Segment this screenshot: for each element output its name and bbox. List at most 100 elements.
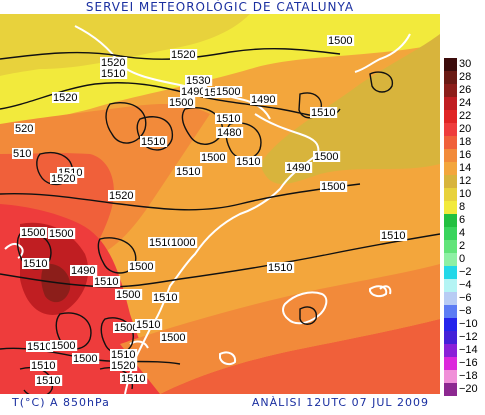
legend-entry: −18	[444, 370, 484, 383]
isobar-label-bg	[215, 113, 243, 124]
isobar-label-bg	[70, 265, 98, 276]
legend-entry: 24	[444, 97, 484, 110]
legend-entry: 28	[444, 71, 484, 84]
isobar-label-bg	[48, 228, 76, 239]
legend-label: 24	[459, 97, 472, 109]
isobar-label-bg	[100, 57, 128, 68]
isobar-label-bg	[100, 68, 128, 79]
isobar-label: 1500	[216, 86, 240, 98]
isobar-label: 1500	[73, 353, 97, 365]
isobar-label-bg	[250, 94, 278, 105]
legend-entry: 26	[444, 84, 484, 97]
legend-label: 22	[459, 110, 472, 122]
isobar-label: 1520	[53, 92, 77, 104]
legend-label: 28	[459, 71, 472, 83]
legend-entry: −8	[444, 305, 484, 318]
isobar-label: 1500	[114, 322, 138, 334]
island-menorca	[369, 285, 388, 298]
isobar-label: 1520	[111, 360, 135, 372]
isobar-label-bg	[26, 341, 54, 352]
isobar-label-bg	[170, 237, 198, 248]
legend-swatch	[444, 383, 457, 396]
legend-label: −14	[459, 344, 478, 356]
isobar-label-bg	[128, 261, 156, 272]
isobar-label-bg	[108, 190, 136, 201]
legend-swatch	[444, 123, 457, 136]
legend-swatch	[444, 162, 457, 175]
legend-label: 6	[459, 214, 466, 226]
legend-entry: 20	[444, 123, 484, 136]
isobar-label: 1510	[23, 258, 47, 270]
legend-swatch	[444, 227, 457, 240]
legend-swatch	[444, 318, 457, 331]
isobar-labels: 1520150015201510152015301490150015101500…	[12, 35, 408, 387]
isobar-label: 1490	[181, 86, 205, 98]
isobar-label-bg	[50, 340, 78, 351]
temp-band-18-south	[160, 319, 440, 394]
isobar-label: 1510	[101, 68, 125, 80]
isobar-label-bg	[285, 162, 313, 173]
legend-swatch	[444, 240, 457, 253]
isobar-label-bg	[180, 86, 208, 97]
isobar-label-bg	[320, 181, 348, 192]
island-mallorca	[282, 291, 328, 325]
legend-swatch	[444, 305, 457, 318]
legend-entry: 16	[444, 149, 484, 162]
isobar-label-bg	[22, 258, 50, 269]
isobar-label-bg	[215, 86, 243, 97]
legend-swatch	[444, 331, 457, 344]
isobar-label: 1510	[311, 107, 335, 119]
isobar-label: 510	[13, 148, 31, 160]
legend-label: 20	[459, 123, 472, 135]
isobar-label-bg	[327, 35, 355, 46]
isobar-label-bg	[113, 322, 141, 333]
temp-band-16-south	[120, 264, 440, 394]
legend-entry: 6	[444, 214, 484, 227]
isobar-label-bg	[50, 173, 78, 184]
isobar-label: 1510	[141, 136, 165, 148]
legend-entry: −10	[444, 318, 484, 331]
legend-swatch	[444, 279, 457, 292]
isobar-label-bg	[235, 156, 263, 167]
legend-swatch	[444, 188, 457, 201]
legend-label: −12	[459, 331, 478, 343]
isobar-label: 1500	[321, 181, 345, 193]
isobar-label-bg	[52, 92, 80, 103]
isobar-label-bg	[110, 360, 138, 371]
isobar-label: 1510	[94, 276, 118, 288]
isobar-label-bg	[175, 166, 203, 177]
legend-entry: 10	[444, 188, 484, 201]
isobar-label: 1490	[71, 265, 95, 277]
legend-swatch	[444, 136, 457, 149]
isobar-label-bg	[115, 289, 143, 300]
legend-entry: −14	[444, 344, 484, 357]
isobar-label-bg	[168, 97, 196, 108]
isobar-label-bg	[140, 136, 168, 147]
isobar-label: 1520	[109, 190, 133, 202]
isobar-label: 1500	[129, 261, 153, 273]
isobar-label-bg	[135, 319, 163, 330]
isobar-label-bg	[20, 227, 48, 238]
isobar-label: 1520	[171, 49, 195, 61]
legend-swatch	[444, 253, 457, 266]
legend-label: −16	[459, 357, 478, 369]
legend-label: 14	[459, 162, 472, 174]
legend-label: 18	[459, 136, 472, 148]
isobar-label: 1000	[171, 237, 195, 249]
legend-label: 8	[459, 201, 466, 213]
isobar-label-bg	[110, 349, 138, 360]
isobar-label: 1510	[149, 237, 173, 249]
legend-label: 12	[459, 175, 472, 187]
isobar-label-bg	[120, 373, 148, 384]
isobar-label: 1510	[136, 319, 160, 331]
legend-entry: 12	[444, 175, 484, 188]
isobar-label-bg	[35, 375, 63, 386]
isobar-label-bg	[30, 360, 58, 371]
isobar-label-bg	[152, 292, 180, 303]
legend-swatch	[444, 201, 457, 214]
legend-entry: 4	[444, 227, 484, 240]
isobar-label: 1510	[381, 230, 405, 242]
isobar-label: 1510	[36, 375, 60, 387]
isobar-label: 1500	[314, 151, 338, 163]
coastline	[4, 25, 411, 394]
